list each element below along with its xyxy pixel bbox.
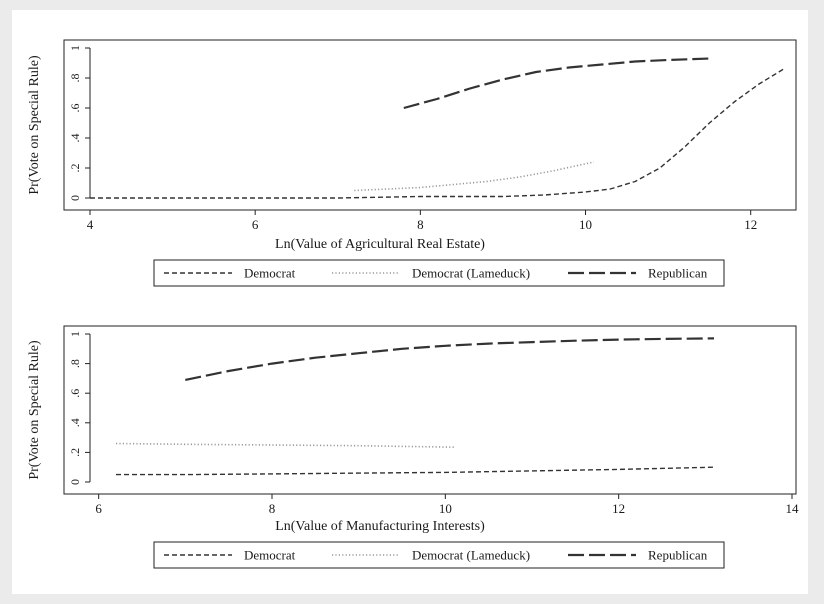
y-tick-label: .8 bbox=[68, 74, 82, 83]
legend: Democrat Democrat (Lameduck) Republican bbox=[153, 541, 725, 569]
figure-panel: 0.2.4.6.8 1 4 6 8 10 12 Ln(Value of Agricultura… bbox=[12, 10, 808, 594]
plot-area bbox=[63, 39, 797, 211]
x-tick-label: 6 bbox=[95, 501, 102, 516]
x-tick-label: 8 bbox=[417, 217, 424, 232]
x-tick-label: 6 bbox=[252, 217, 259, 232]
y-tick-label: 1 bbox=[68, 45, 82, 51]
legend-label-republican: Republican bbox=[648, 548, 708, 563]
legend-label-democrat-lameduck: Democrat (Lameduck) bbox=[412, 548, 530, 563]
series-line-democrat bbox=[116, 466, 715, 476]
y-tick-label: .8 bbox=[68, 359, 82, 368]
y-axis-title: Pr(Vote on Special Rule) bbox=[27, 55, 42, 195]
legend-box bbox=[153, 541, 725, 569]
legend-box bbox=[153, 259, 725, 287]
chart-2: 0 .2 .4 .6 .8 1 6 8 10 12 14 Ln(Value of Manufactur… bbox=[27, 325, 800, 569]
y-axis-title: Pr(Vote on Special Rule) bbox=[27, 340, 42, 480]
x-tick-label: 10 bbox=[579, 217, 592, 232]
y-tick-label: .6 bbox=[68, 104, 82, 113]
legend-label-democrat-lameduck: Democrat (Lameduck) bbox=[412, 266, 530, 281]
x-axis-title: Ln(Value of Agricultural Real Estate) bbox=[275, 237, 485, 252]
legend-label-democrat: Democrat bbox=[244, 548, 296, 563]
y-tick-label: 1 bbox=[68, 331, 82, 337]
x-tick-label: 4 bbox=[87, 217, 94, 232]
plot-area bbox=[63, 325, 797, 495]
x-axis-title: Ln(Value of Manufacturing Interests) bbox=[275, 519, 485, 534]
y-tick-label: .6 bbox=[68, 389, 82, 398]
chart-1: 0 .2 .4 .6 .8 1 4 6 8 10 12 Ln(Value of Agricultura… bbox=[27, 39, 797, 287]
legend: Democrat Democrat (Lameduck) Republican bbox=[153, 259, 725, 287]
series-line-republican bbox=[403, 57, 710, 110]
y-tick-label: .2 bbox=[68, 448, 82, 457]
legend-label-republican: Republican bbox=[648, 266, 708, 281]
x-tick-label: 14 bbox=[786, 501, 800, 516]
x-tick-label: 10 bbox=[439, 501, 452, 516]
series-line-democrat bbox=[90, 68, 785, 199]
y-tick-label: .4 bbox=[68, 418, 82, 427]
series-line-democrat-lameduck bbox=[354, 161, 594, 192]
y-tick-label: 0 bbox=[68, 479, 82, 485]
x-tick-label: 8 bbox=[269, 501, 276, 516]
x-tick-label: 12 bbox=[612, 501, 625, 516]
y-tick-label: 0 bbox=[68, 195, 82, 201]
legend-label-democrat: Democrat bbox=[244, 266, 296, 281]
y-tick-label: .2 bbox=[68, 164, 82, 173]
y-tick-label: .4 bbox=[68, 134, 82, 143]
series-line-republican bbox=[185, 337, 715, 381]
x-tick-label: 12 bbox=[744, 217, 757, 232]
